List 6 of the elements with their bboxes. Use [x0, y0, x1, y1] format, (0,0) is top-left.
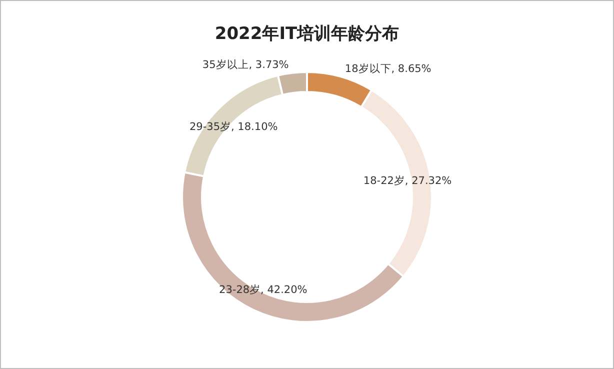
slice-label: 29-35岁, 18.10%: [190, 121, 278, 134]
slice-label: 18岁以下, 8.65%: [344, 62, 432, 75]
chart-title: 2022年IT培训年龄分布: [214, 24, 400, 44]
slice-label: 18-22岁, 27.32%: [363, 174, 452, 187]
slice-label: 35岁以上, 3.73%: [202, 58, 289, 71]
slice-label: 23-28岁, 42.20%: [219, 284, 308, 296]
